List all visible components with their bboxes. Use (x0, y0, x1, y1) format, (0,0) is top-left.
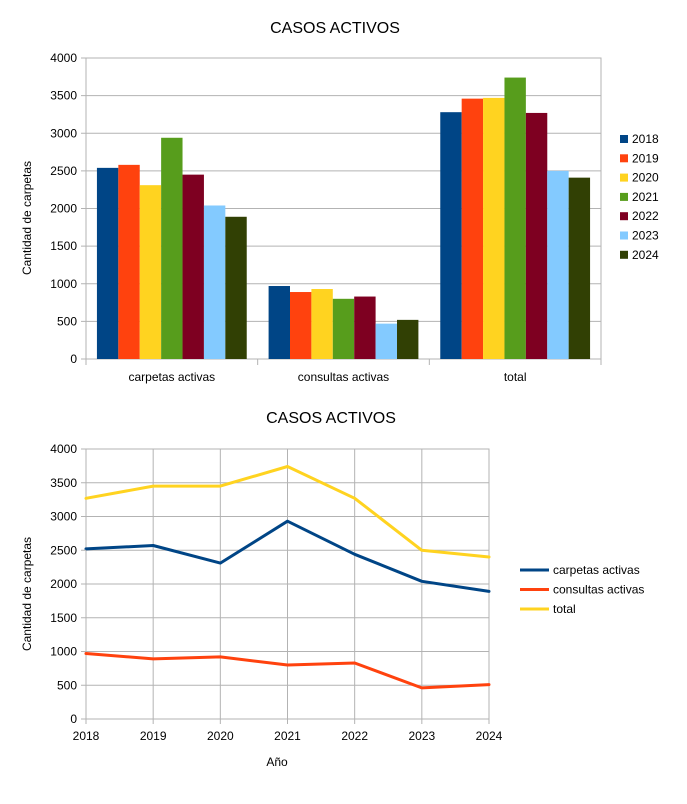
x-category-label: consultas activas (298, 370, 389, 384)
y-tick-label: 0 (70, 352, 77, 366)
bar-2019-1 (290, 292, 312, 359)
legend-label: 2023 (632, 229, 659, 243)
y-tick-label: 2500 (50, 164, 77, 178)
legend-label: consultas activas (553, 583, 644, 597)
bar-2024-1 (397, 319, 419, 359)
legend-label: 2022 (632, 209, 659, 223)
legend-swatch (620, 250, 628, 259)
y-tick-label: 2000 (50, 202, 77, 216)
x-tick-label: 2022 (341, 729, 368, 743)
y-tick-label: 500 (57, 314, 77, 328)
y-tick-label: 1500 (50, 239, 77, 253)
bar-chart-y-axis-label: Cantidad de carpetas (20, 161, 34, 275)
y-tick-label: 2000 (50, 577, 77, 591)
bar-2022-1 (354, 296, 376, 359)
legend-swatch (620, 154, 628, 163)
x-category-label: carpetas activas (128, 370, 215, 384)
line-chart: CASOS ACTIVOS Cantidad de carpetas Año 0… (20, 410, 644, 769)
y-tick-label: 500 (57, 678, 77, 692)
y-tick-label: 3500 (50, 476, 77, 490)
legend-swatch (620, 135, 628, 143)
x-tick-label: 2021 (274, 729, 301, 743)
bar-2022-0 (182, 174, 204, 359)
bar-2020-1 (311, 289, 333, 359)
legend-label: 2021 (632, 190, 659, 204)
bar-2022-2 (525, 112, 548, 360)
y-tick-label: 1500 (50, 611, 77, 625)
x-tick-label: 2018 (73, 729, 100, 743)
series-line-total (84, 465, 491, 559)
line-chart-title: CASOS ACTIVOS (266, 410, 396, 427)
y-tick-label: 1000 (50, 277, 77, 291)
bar-2023-1 (375, 323, 397, 359)
bar-2021-1 (332, 298, 355, 359)
series-line-carpetas-activas (84, 519, 491, 593)
bar-2023-2 (547, 170, 569, 359)
bar-2024-2 (568, 177, 591, 359)
bar-2021-0 (161, 137, 183, 359)
bar-2020-2 (483, 97, 505, 359)
bar-2024-0 (225, 216, 247, 359)
legend-swatch (620, 212, 628, 221)
bar-chart: CASOS ACTIVOS Cantidad de carpetas 0 500 1… (20, 20, 659, 384)
y-tick-label: 0 (70, 712, 77, 726)
bar-2019-0 (118, 164, 140, 359)
y-tick-label: 4000 (50, 442, 77, 456)
legend-label: 2019 (632, 151, 659, 165)
y-tick-label: 3500 (50, 89, 77, 103)
legend-label: 2024 (632, 248, 659, 262)
series-line-consultas-activas (84, 652, 491, 690)
legend-label: total (553, 602, 576, 616)
y-tick-label: 1000 (50, 645, 77, 659)
y-tick-label: 3000 (50, 126, 77, 140)
bar-2020-0 (139, 185, 162, 359)
line-chart-x-axis-label: Año (266, 755, 288, 769)
legend-label: carpetas activas (553, 563, 640, 577)
y-tick-label: 4000 (50, 51, 77, 65)
x-tick-label: 2019 (140, 729, 167, 743)
bar-2019-2 (461, 98, 484, 359)
bar-2018-1 (268, 286, 290, 359)
legend-swatch (620, 231, 628, 240)
x-tick-label: 2023 (408, 729, 435, 743)
legend-label: 2020 (632, 171, 659, 185)
x-tick-label: 2024 (476, 729, 503, 743)
bar-chart-title: CASOS ACTIVOS (270, 20, 400, 37)
bar-2018-2 (440, 112, 462, 360)
legend-label: 2018 (632, 132, 659, 146)
bar-2018-0 (96, 167, 119, 359)
x-tick-label: 2020 (207, 729, 234, 743)
line-chart-y-axis-label: Cantidad de carpetas (20, 537, 34, 651)
x-category-label: total (504, 370, 527, 384)
legend-swatch (620, 192, 628, 201)
y-tick-label: 2500 (50, 543, 77, 557)
bar-2021-2 (504, 77, 526, 359)
y-tick-label: 3000 (50, 510, 77, 524)
bar-2023-0 (203, 205, 226, 359)
legend-swatch (620, 173, 628, 182)
